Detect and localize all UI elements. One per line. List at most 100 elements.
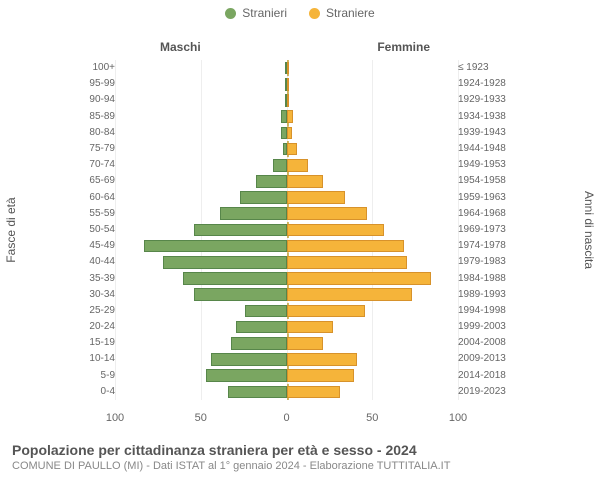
male-half <box>119 109 287 125</box>
pyramid-row: 60-64 1959-1963 <box>70 190 520 206</box>
birth-year-label: 1949-1953 <box>454 157 520 173</box>
pyramid-row: 70-74 1949-1953 <box>70 157 520 173</box>
pyramid-row: 25-29 1994-1998 <box>70 303 520 319</box>
legend-label-female: Straniere <box>326 6 375 20</box>
birth-year-label: 1939-1943 <box>454 125 520 141</box>
male-half <box>119 141 287 157</box>
age-label: 65-69 <box>70 173 119 189</box>
birth-year-label: 1989-1993 <box>454 287 520 303</box>
birth-year-label: 1954-1958 <box>454 173 520 189</box>
birth-year-label: 1974-1978 <box>454 238 520 254</box>
female-half <box>287 319 455 335</box>
female-half <box>287 76 455 92</box>
female-half <box>287 173 455 189</box>
age-label: 85-89 <box>70 109 119 125</box>
x-tick-label: 50 <box>366 412 378 424</box>
age-label: 55-59 <box>70 206 119 222</box>
pyramid-row: 30-341989-1993 <box>70 287 520 303</box>
female-bar <box>287 321 334 334</box>
chart-footer: Popolazione per cittadinanza straniera p… <box>0 440 600 472</box>
male-bar <box>245 305 287 318</box>
female-bar <box>287 127 292 140</box>
female-half <box>287 60 455 76</box>
column-header-female: Femmine <box>377 40 430 54</box>
y-axis-title-left: Fasce di età <box>4 197 18 262</box>
birth-year-label: 1984-1988 <box>454 270 520 286</box>
pyramid-row: 90-941929-1933 <box>70 92 520 108</box>
male-half <box>119 319 287 335</box>
male-half <box>119 222 287 238</box>
pyramid-row: 80-84 1939-1943 <box>70 125 520 141</box>
male-swatch <box>225 8 236 19</box>
male-half <box>119 238 287 254</box>
female-half <box>287 254 455 270</box>
female-bar <box>287 159 309 172</box>
female-bar <box>287 240 404 253</box>
age-label: 50-54 <box>70 222 119 238</box>
male-half <box>119 287 287 303</box>
pyramid-row: 20-241999-2003 <box>70 319 520 335</box>
age-label: 80-84 <box>70 125 119 141</box>
age-label: 0-4 <box>70 384 119 400</box>
birth-year-label: 1964-1968 <box>454 206 520 222</box>
pyramid-row: 50-541969-1973 <box>70 222 520 238</box>
pyramid-row: 10-142009-2013 <box>70 351 520 367</box>
female-half <box>287 141 455 157</box>
female-half <box>287 190 455 206</box>
male-half <box>119 173 287 189</box>
male-bar <box>183 272 287 285</box>
legend-item-male: Stranieri <box>225 6 287 20</box>
female-bar <box>287 288 413 301</box>
male-half <box>119 125 287 141</box>
female-bar <box>287 272 431 285</box>
female-half <box>287 351 455 367</box>
birth-year-label: 1979-1983 <box>454 254 520 270</box>
female-half <box>287 125 455 141</box>
age-label: 70-74 <box>70 157 119 173</box>
female-bar <box>287 78 289 91</box>
pyramid-row: 75-79 1944-1948 <box>70 141 520 157</box>
legend: Stranieri Straniere <box>0 0 600 20</box>
age-label: 45-49 <box>70 238 119 254</box>
male-bar <box>240 191 287 204</box>
pyramid-row: 55-59 1964-1968 <box>70 206 520 222</box>
pyramid-row: 15-192004-2008 <box>70 335 520 351</box>
female-half <box>287 222 455 238</box>
female-bar <box>287 353 357 366</box>
male-bar <box>194 288 286 301</box>
birth-year-label: 2019-2023 <box>454 384 520 400</box>
birth-year-label: 1924-1928 <box>454 76 520 92</box>
birth-year-label: 1994-1998 <box>454 303 520 319</box>
birth-year-label: 1944-1948 <box>454 141 520 157</box>
female-bar <box>287 175 324 188</box>
pyramid-row: 35-39 1984-1988 <box>70 270 520 286</box>
x-tick-label: 100 <box>106 412 124 424</box>
male-half <box>119 206 287 222</box>
age-label: 40-44 <box>70 254 119 270</box>
female-bar <box>287 386 341 399</box>
birth-year-label: ≤ 1923 <box>454 60 520 76</box>
male-half <box>119 303 287 319</box>
age-label: 35-39 <box>70 270 119 286</box>
legend-item-female: Straniere <box>309 6 375 20</box>
birth-year-label: 2014-2018 <box>454 368 520 384</box>
x-tick-label: 100 <box>449 412 467 424</box>
age-label: 60-64 <box>70 190 119 206</box>
male-bar <box>194 224 286 237</box>
age-label: 25-29 <box>70 303 119 319</box>
male-bar <box>236 321 286 334</box>
pyramid-row: 0-4 2019-2023 <box>70 384 520 400</box>
pyramid-row: 45-49 1974-1978 <box>70 238 520 254</box>
male-half <box>119 60 287 76</box>
age-label: 75-79 <box>70 141 119 157</box>
female-half <box>287 303 455 319</box>
pyramid-rows: 100+≤ 192395-991924-192890-941929-193385… <box>70 60 520 400</box>
population-pyramid-chart: Maschi Femmine Fasce di età Anni di nasc… <box>0 20 600 440</box>
birth-year-label: 1959-1963 <box>454 190 520 206</box>
birth-year-label: 1934-1938 <box>454 109 520 125</box>
male-half <box>119 76 287 92</box>
male-bar <box>163 256 287 269</box>
male-half <box>119 254 287 270</box>
female-half <box>287 238 455 254</box>
female-half <box>287 92 455 108</box>
